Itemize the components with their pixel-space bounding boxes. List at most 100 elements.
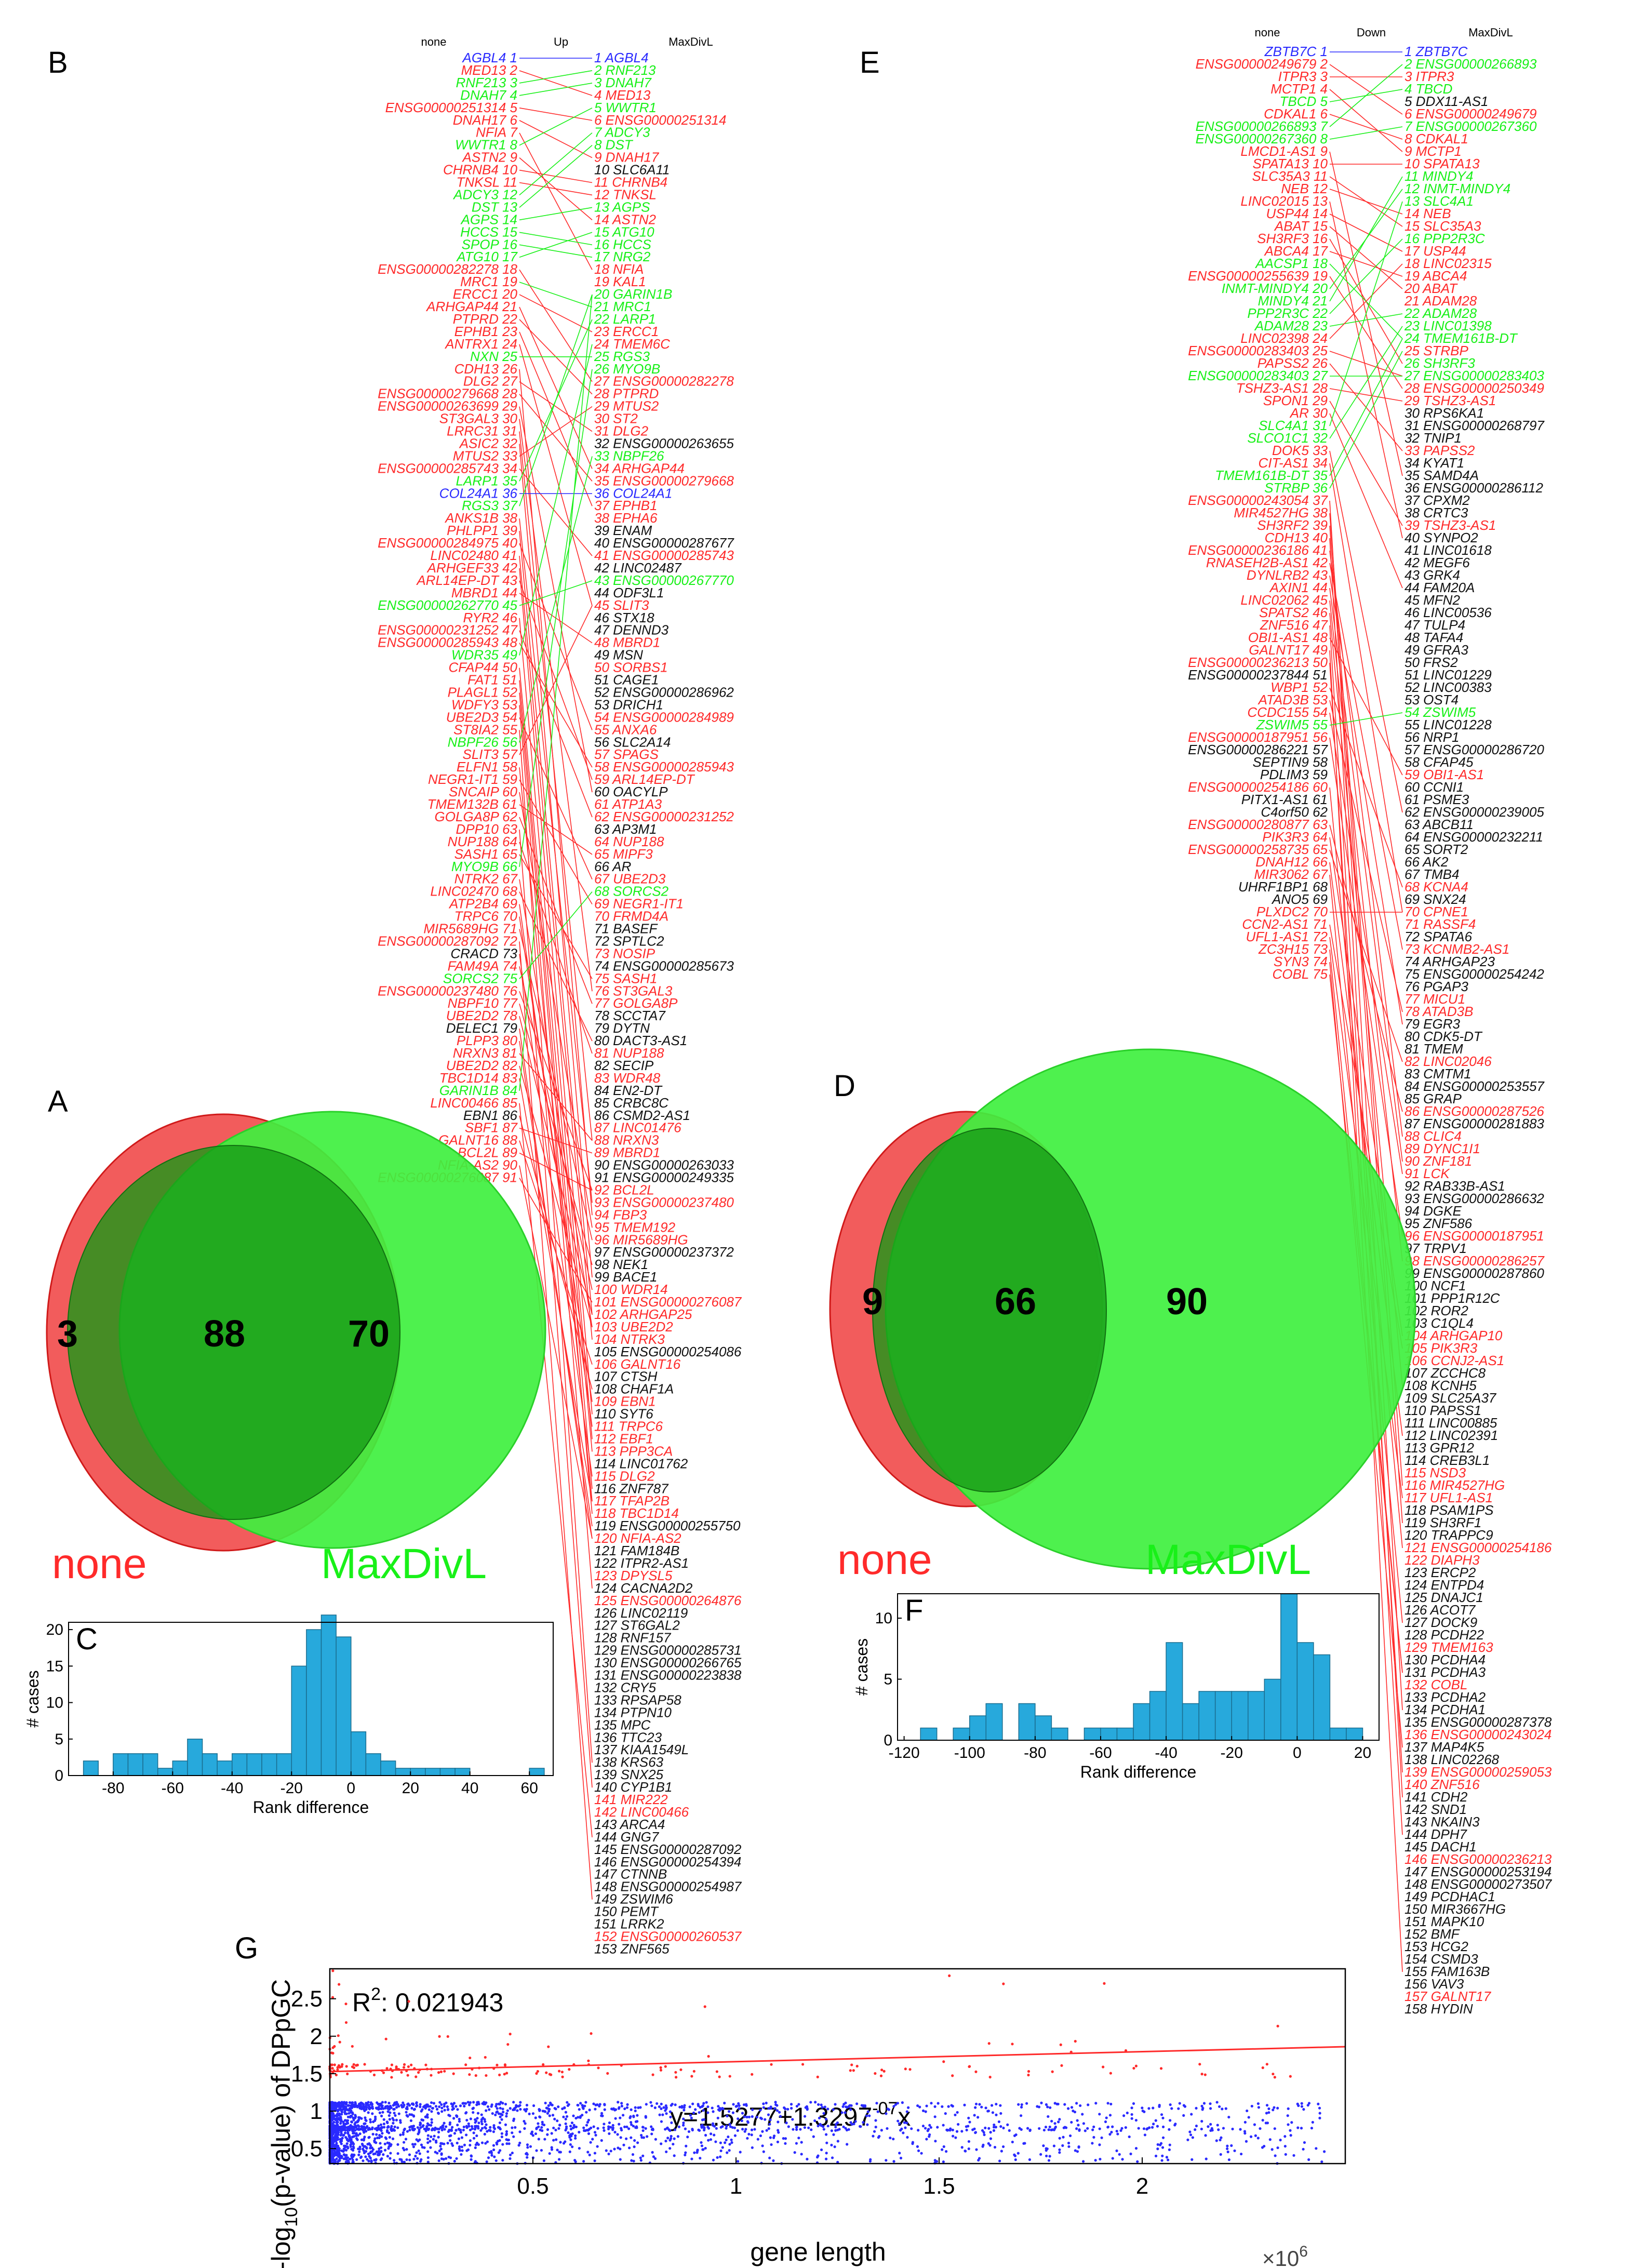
rank-e-link-42-73 bbox=[1329, 563, 1403, 950]
g-point-blue bbox=[634, 2106, 637, 2109]
g-point-blue bbox=[381, 2111, 384, 2114]
g-point-blue bbox=[504, 2102, 507, 2106]
g-point-blue bbox=[670, 2121, 673, 2124]
g-point-blue bbox=[330, 2134, 333, 2137]
rank-b-right-item: 151 LRRK2 bbox=[594, 1916, 664, 1932]
g-point-blue bbox=[411, 2143, 414, 2146]
g-point-blue bbox=[380, 2114, 383, 2117]
g-x-tick-label: 2 bbox=[1136, 2173, 1148, 2199]
g-point-red bbox=[410, 2063, 413, 2066]
g-point-blue bbox=[380, 2146, 383, 2149]
g-point-blue bbox=[484, 2120, 487, 2123]
rank-e-link-13-40 bbox=[1329, 201, 1403, 539]
rank-e-right-item: 152 BMF bbox=[1404, 1926, 1461, 1942]
venn-a-overlap bbox=[67, 1145, 400, 1520]
rank-e-header-right: MaxDivL bbox=[1468, 26, 1513, 39]
rank-b-right-item: 136 TTC23 bbox=[594, 1729, 662, 1745]
rank-b-right-item: 107 CTSH bbox=[594, 1369, 658, 1384]
rank-e-left-item: SLC4A1 31 bbox=[1259, 418, 1328, 433]
g-point-blue bbox=[613, 2109, 617, 2112]
g-r2-label: R2: 0.021943 bbox=[352, 1984, 503, 2017]
rank-e-right-item: 41 LINC01618 bbox=[1404, 542, 1492, 558]
rank-b-right-item: 121 FAM184B bbox=[594, 1543, 679, 1558]
g-point-blue bbox=[684, 2127, 687, 2130]
g-point-blue bbox=[767, 2127, 770, 2130]
g-point-blue bbox=[499, 2127, 502, 2131]
g-point-blue bbox=[386, 2126, 389, 2129]
rank-b-right-item: 10 SLC6A11 bbox=[594, 162, 670, 178]
g-point-blue bbox=[1058, 2118, 1061, 2121]
rank-b-left-item: MYO9B 66 bbox=[451, 859, 518, 874]
g-point-blue bbox=[358, 2147, 362, 2151]
g-point-red bbox=[382, 2071, 385, 2074]
g-point-blue bbox=[452, 2117, 456, 2120]
g-point-red bbox=[1011, 2043, 1014, 2046]
g-point-blue bbox=[455, 2157, 458, 2160]
rank-e-right-item: 43 GRK4 bbox=[1404, 567, 1460, 583]
rank-e-right-item: 138 LINC02268 bbox=[1404, 1752, 1500, 1767]
rank-e-left-item: STRBP 36 bbox=[1264, 480, 1328, 496]
g-point-blue bbox=[956, 2111, 959, 2114]
g-point-blue bbox=[823, 2105, 826, 2109]
g-point-blue bbox=[464, 2112, 467, 2115]
g-point-blue bbox=[917, 2149, 920, 2152]
g-point-blue bbox=[537, 2138, 540, 2141]
g-point-blue bbox=[388, 2136, 391, 2139]
g-point-blue bbox=[978, 2103, 981, 2106]
g-point-blue bbox=[335, 2142, 338, 2145]
g-point-blue bbox=[561, 2107, 564, 2111]
rank-b-link-74-100 bbox=[519, 966, 593, 1290]
hist-c-bar bbox=[157, 1768, 173, 1776]
g-point-blue bbox=[941, 2148, 944, 2151]
g-point-blue bbox=[608, 2132, 611, 2135]
rank-e-link-56-96 bbox=[1329, 737, 1403, 1237]
g-point-blue bbox=[835, 2123, 838, 2126]
g-point-blue bbox=[1191, 2136, 1194, 2139]
g-point-blue bbox=[362, 2149, 365, 2152]
rank-b-link-84-20 bbox=[519, 294, 593, 1091]
g-point-blue bbox=[1109, 2102, 1113, 2106]
g-point-blue bbox=[412, 2145, 416, 2149]
g-point-blue bbox=[574, 2125, 578, 2129]
g-point-blue bbox=[366, 2158, 369, 2161]
g-point-blue bbox=[569, 2128, 573, 2131]
rank-b-left-item: WDFY3 53 bbox=[451, 697, 518, 712]
g-point-red bbox=[974, 2070, 978, 2073]
g-point-blue bbox=[1161, 2116, 1165, 2119]
g-point-red bbox=[801, 2063, 805, 2066]
g-point-blue bbox=[1268, 2138, 1272, 2141]
panel-label-b: B bbox=[48, 46, 68, 79]
rank-b-left-item: ASIC2 32 bbox=[459, 435, 518, 451]
g-point-blue bbox=[1094, 2159, 1097, 2162]
g-point-blue bbox=[363, 2136, 366, 2139]
hist-f-bar bbox=[1313, 1654, 1331, 1741]
hist-f-bar bbox=[1149, 1691, 1167, 1741]
g-point-red bbox=[417, 2071, 420, 2074]
g-point-blue bbox=[541, 2120, 544, 2124]
g-point-blue bbox=[511, 2126, 514, 2129]
g-point-blue bbox=[454, 2128, 458, 2132]
g-point-blue bbox=[721, 2107, 725, 2111]
g-point-blue bbox=[902, 2131, 905, 2134]
g-point-blue bbox=[885, 2112, 888, 2115]
rank-b-link-49-24 bbox=[519, 344, 593, 656]
g-point-blue bbox=[874, 2119, 877, 2122]
g-point-blue bbox=[340, 2111, 344, 2114]
g-point-blue bbox=[1063, 2103, 1066, 2106]
g-point-blue bbox=[775, 2109, 779, 2112]
g-point-blue bbox=[1100, 2136, 1103, 2139]
g-point-blue bbox=[335, 2102, 338, 2105]
g-point-blue bbox=[600, 2112, 604, 2115]
g-point-blue bbox=[770, 2143, 773, 2146]
g-point-blue bbox=[988, 2144, 992, 2147]
g-point-blue bbox=[1273, 2106, 1276, 2109]
g-point-blue bbox=[1253, 2123, 1256, 2126]
g-point-blue bbox=[405, 2158, 408, 2162]
rank-e-right-item: 156 VAV3 bbox=[1404, 1976, 1464, 1992]
g-point-blue bbox=[960, 2146, 964, 2149]
g-point-blue bbox=[352, 2105, 355, 2108]
g-point-blue bbox=[480, 2141, 484, 2144]
g-point-blue bbox=[430, 2110, 433, 2113]
g-point-blue bbox=[826, 2107, 830, 2111]
g-point-blue bbox=[347, 2128, 350, 2131]
